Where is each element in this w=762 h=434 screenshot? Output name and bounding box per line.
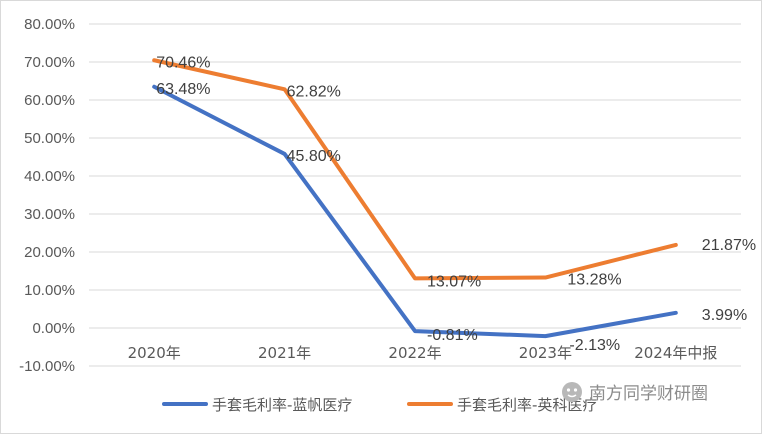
data-label: -0.81% [427, 327, 478, 344]
data-label: 21.87% [702, 237, 756, 254]
data-label: 62.82% [287, 83, 341, 100]
data-label: 3.99% [702, 307, 747, 324]
x-tick-label: 2023年 [519, 344, 572, 362]
x-tick-label: 2021年 [258, 344, 311, 362]
watermark: 南方同学财研圈 [562, 382, 708, 404]
y-tick-label: 0.00% [32, 320, 75, 337]
series-line [152, 84, 678, 339]
y-tick-label: 70.00% [24, 54, 75, 71]
y-tick-label: 30.00% [24, 206, 75, 223]
y-tick-label: 20.00% [24, 244, 75, 261]
watermark-text: 南方同学财研圈 [589, 384, 708, 404]
y-tick-label: 10.00% [24, 282, 75, 299]
y-tick-label: 80.00% [24, 16, 75, 33]
y-tick-label: -10.00% [19, 358, 75, 375]
data-label: 63.48% [156, 81, 210, 98]
y-tick-label: 60.00% [24, 92, 75, 109]
data-label: 13.28% [567, 272, 621, 289]
data-label: -2.13% [569, 337, 620, 354]
x-tick-label: 2024年中报 [634, 344, 717, 362]
data-label: 45.80% [287, 148, 341, 165]
legend-label: 手套毛利率-英科医疗 [457, 396, 597, 414]
wechat-icon [562, 382, 582, 402]
y-tick-label: 40.00% [24, 168, 75, 185]
data-label: 13.07% [427, 273, 481, 290]
y-tick-label: 50.00% [24, 130, 75, 147]
data-label: 70.46% [156, 54, 210, 71]
legend-label: 手套毛利率-蓝帆医疗 [212, 396, 352, 414]
x-tick-label: 2022年 [388, 344, 441, 362]
series-line [152, 58, 678, 281]
x-tick-label: 2020年 [128, 344, 181, 362]
